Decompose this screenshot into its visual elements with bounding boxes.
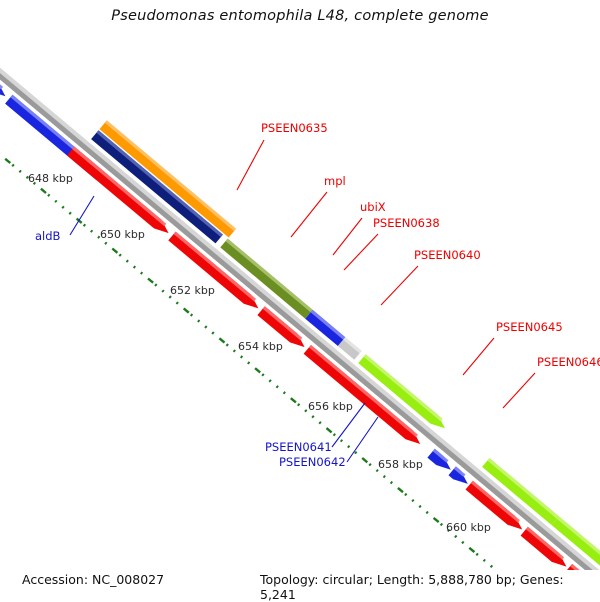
ruler-tick-label: 650 kbp	[100, 228, 145, 241]
leader-line-aldB	[70, 196, 94, 235]
gene-label-ubiX[interactable]: ubiX	[360, 200, 386, 214]
leader-line-PSEEN0640	[381, 266, 418, 305]
gene-PSEEN0640	[358, 354, 445, 428]
page-title: Pseudomonas entomophila L48, complete ge…	[0, 8, 600, 24]
gene-label-PSEEN0646[interactable]: PSEEN0646	[537, 355, 600, 369]
leader-line-PSEEN0635	[237, 140, 264, 190]
ruler-tick-labels: 648 kbp 650 kbp 652 kbp 654 kbp 656 kbp 658 k…	[28, 172, 561, 592]
ruler-tick-label: 660 kbp	[446, 521, 491, 534]
leader-line-PSEEN0645	[463, 338, 494, 375]
leader-line-mpl	[291, 192, 327, 237]
leader-line-PSEEN0638	[344, 234, 378, 270]
leader-line-PSEEN0646	[503, 373, 535, 408]
leader-line-ubiX	[333, 218, 362, 255]
topology-text: Topology: circular; Length: 5,888,780 bp…	[260, 572, 600, 602]
ruler-tick-label: 656 kbp	[308, 400, 353, 413]
status-bar: Accession: NC_008027 Topology: circular;…	[0, 570, 600, 598]
gene-label-mpl[interactable]: mpl	[324, 174, 346, 188]
accession-text: Accession: NC_008027	[22, 572, 164, 587]
ruler-tick-label: 654 kbp	[238, 340, 283, 353]
gene-mpl	[220, 239, 312, 319]
gene-label-PSEEN0645[interactable]: PSEEN0645	[496, 320, 563, 334]
ruler-tick-label: 648 kbp	[28, 172, 73, 185]
gene-label-PSEEN0638[interactable]: PSEEN0638	[373, 216, 440, 230]
gene-label-PSEEN0641[interactable]: PSEEN0641	[265, 440, 332, 454]
leader-line-PSEEN0642	[347, 417, 378, 462]
gene-label-aldB[interactable]: aldB	[35, 229, 61, 243]
ruler-tick-label: 652 kbp	[170, 284, 215, 297]
gene-label-PSEEN0640[interactable]: PSEEN0640	[414, 248, 481, 262]
gene-label-PSEEN0635[interactable]: PSEEN0635	[261, 121, 328, 135]
gene-label-PSEEN0642[interactable]: PSEEN0642	[279, 455, 346, 469]
gene-aldB-a	[0, 15, 5, 96]
ruler-tick-label: 658 kbp	[378, 458, 423, 471]
